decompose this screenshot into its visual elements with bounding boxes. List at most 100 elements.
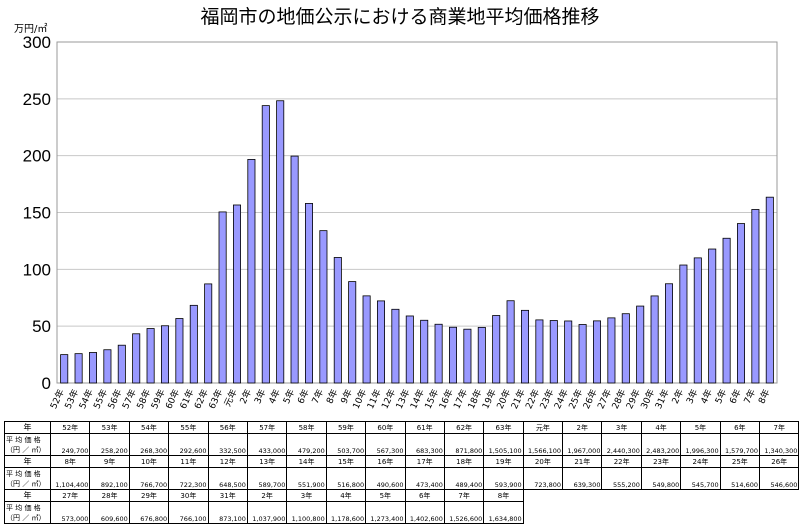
price-cell: 1,996,300	[680, 433, 721, 456]
year-cell: 7年	[759, 421, 800, 434]
price-cell: 589,700	[246, 467, 288, 490]
bar	[204, 283, 213, 384]
x-tick-label: 7年	[309, 387, 326, 405]
bar	[593, 320, 602, 384]
price-cell: 292,600	[168, 433, 209, 456]
price-cell: 249,700	[49, 433, 91, 456]
year-header: 年	[4, 421, 51, 434]
price-label: 平 均 価 格	[6, 504, 41, 512]
x-tick-label: 7年	[741, 387, 758, 405]
year-header: 年	[4, 455, 51, 468]
bar	[679, 264, 688, 384]
bar	[751, 209, 760, 384]
year-cell: 3年	[286, 489, 327, 502]
price-cell: 490,600	[365, 467, 406, 490]
bar	[391, 308, 400, 384]
y-axis-unit: 万円/㎡	[14, 24, 48, 35]
price-cell: 1,967,000	[562, 433, 603, 456]
bar	[103, 349, 112, 384]
bar	[650, 295, 659, 384]
price-cell: 873,100	[207, 501, 248, 524]
price-cell: 1,104,400	[49, 467, 91, 490]
year-cell: 52年	[49, 421, 91, 434]
price-cell: 593,900	[483, 467, 524, 490]
y-tick-label: 100	[23, 260, 51, 279]
bar	[434, 323, 443, 384]
year-cell: 54年	[128, 421, 170, 434]
bar	[232, 204, 241, 384]
bar	[362, 295, 371, 384]
year-cell: 63年	[483, 421, 524, 434]
x-tick-label: 2年	[669, 387, 686, 405]
x-tick-label: 3年	[251, 387, 268, 405]
price-cell: 871,800	[443, 433, 485, 456]
price-cell: 489,400	[443, 467, 485, 490]
bar	[348, 281, 357, 384]
empty-cell	[681, 490, 720, 502]
year-cell: 2年	[246, 489, 288, 502]
price-cell: 609,600	[89, 501, 130, 524]
price-cell: 2,440,300	[601, 433, 642, 456]
bar	[722, 237, 731, 384]
price-cell: 551,900	[286, 467, 327, 490]
empty-cell	[641, 502, 680, 524]
price-cell: 1,634,800	[483, 501, 524, 524]
empty-cell	[563, 502, 602, 524]
year-cell: 27年	[49, 489, 91, 502]
empty-cell	[602, 490, 641, 502]
bar	[333, 257, 342, 384]
bar	[636, 305, 645, 384]
bar	[535, 319, 544, 384]
year-cell: 20年	[522, 455, 564, 468]
x-tick-label: 5年	[712, 387, 729, 405]
bar	[448, 326, 457, 384]
bar	[132, 333, 141, 384]
bar	[463, 328, 472, 384]
year-cell: 53年	[89, 421, 130, 434]
price-cell: 479,200	[286, 433, 327, 456]
x-tick-label: 6年	[727, 387, 744, 405]
x-tick-label: 8年	[755, 387, 772, 405]
year-cell: 61年	[404, 421, 445, 434]
bar	[607, 317, 616, 384]
year-cell: 22年	[601, 455, 642, 468]
year-cell: 元年	[522, 421, 564, 434]
year-cell: 15年	[325, 455, 367, 468]
bar	[189, 304, 198, 384]
x-tick-label: 8年	[323, 387, 340, 405]
year-cell: 8年	[483, 489, 524, 502]
price-cell: 433,000	[246, 433, 288, 456]
x-tick-label: 31年	[652, 387, 672, 411]
bar	[621, 313, 630, 384]
bar	[89, 352, 98, 384]
price-cell: 683,300	[404, 433, 445, 456]
bar	[521, 309, 530, 384]
year-cell: 16年	[365, 455, 406, 468]
price-cell: 1,402,600	[404, 501, 445, 524]
year-cell: 6年	[719, 421, 761, 434]
y-tick-label: 300	[23, 33, 51, 52]
year-cell: 28年	[89, 489, 130, 502]
y-tick-label: 250	[23, 90, 51, 109]
year-cell: 23年	[640, 455, 682, 468]
bar	[290, 155, 299, 384]
year-cell: 31年	[207, 489, 248, 502]
year-cell: 26年	[759, 455, 800, 468]
price-cell: 2,483,200	[640, 433, 682, 456]
bar	[276, 100, 285, 384]
price-table: 年 52年 53年 54年 55年 56年 57年 58年 59年 60年 61年 62年 63年 元年 2…	[4, 421, 800, 524]
price-unit: （円 ／ ㎡）	[6, 514, 46, 522]
bar	[477, 326, 486, 384]
year-cell: 3年	[601, 421, 642, 434]
x-tick-label: 2年	[237, 387, 254, 405]
price-cell: 722,300	[168, 467, 209, 490]
empty-cell	[523, 490, 562, 502]
empty-cell	[523, 502, 562, 524]
price-cell: 1,273,400	[365, 501, 406, 524]
x-tick-label: 4年	[266, 387, 283, 405]
bar	[578, 324, 587, 384]
plot-area	[56, 41, 778, 384]
bar	[247, 159, 256, 384]
bar	[146, 328, 155, 384]
price-cell: 546,600	[759, 467, 800, 490]
